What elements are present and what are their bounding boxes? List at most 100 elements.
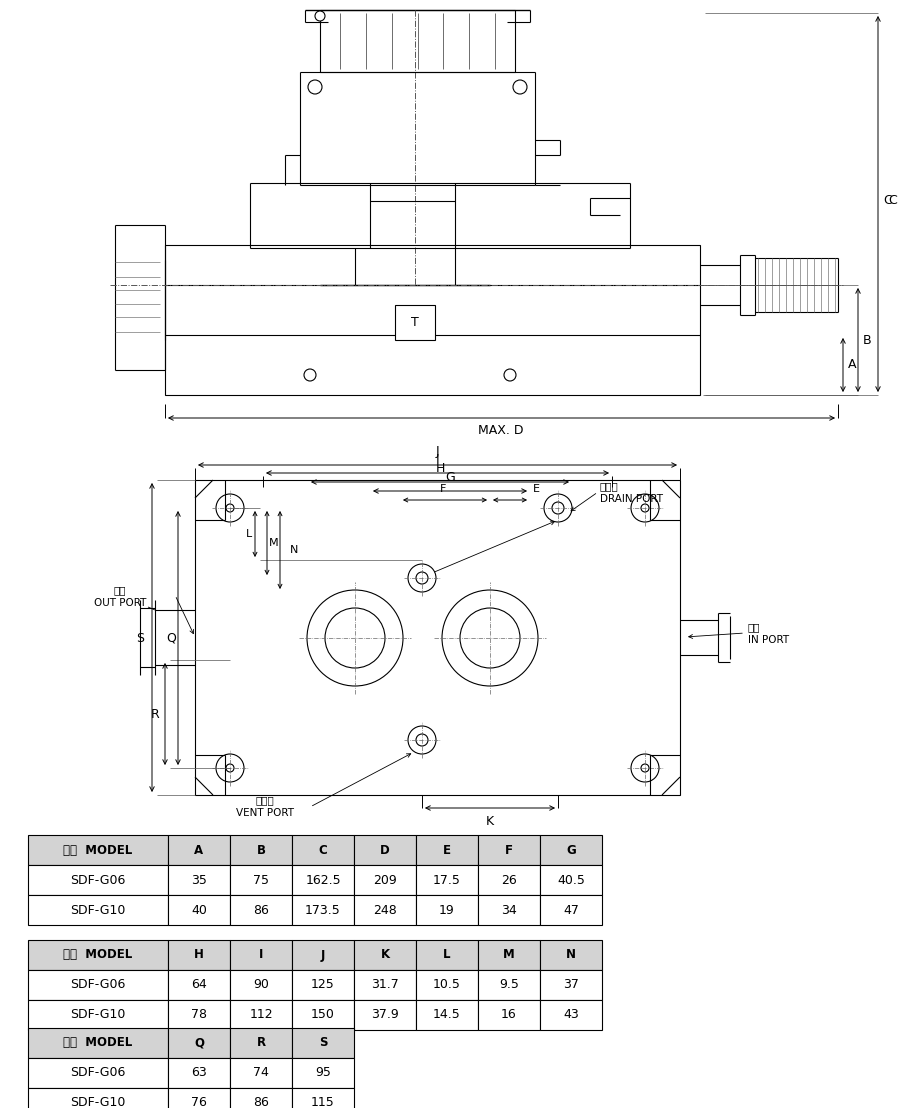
Circle shape — [416, 572, 428, 584]
Text: 37: 37 — [563, 978, 579, 992]
Text: Q: Q — [166, 632, 176, 645]
Bar — [540, 970, 602, 1001]
Bar — [28, 1058, 168, 1088]
Bar — [292, 865, 354, 895]
Text: E: E — [533, 484, 540, 494]
Text: R: R — [150, 708, 159, 720]
Text: SDF-G06: SDF-G06 — [70, 873, 126, 886]
Text: SDF-G06: SDF-G06 — [70, 1067, 126, 1079]
Bar — [230, 835, 292, 865]
Bar — [354, 895, 416, 925]
Bar — [168, 1088, 230, 1108]
Bar — [478, 970, 540, 1001]
Bar — [168, 895, 230, 925]
Text: 洩流孔: 洩流孔 — [600, 481, 619, 491]
Text: D: D — [380, 843, 390, 856]
Bar — [478, 1001, 540, 1030]
Text: 74: 74 — [253, 1067, 269, 1079]
Bar — [292, 1058, 354, 1088]
Bar — [168, 1058, 230, 1088]
Text: 19: 19 — [439, 903, 455, 916]
Text: DRAIN PORT: DRAIN PORT — [600, 494, 663, 504]
Circle shape — [226, 504, 234, 512]
Bar — [230, 895, 292, 925]
Text: SDF-G10: SDF-G10 — [70, 903, 126, 916]
Bar — [230, 1058, 292, 1088]
Bar — [292, 1028, 354, 1058]
Circle shape — [216, 755, 244, 782]
Text: 14.5: 14.5 — [433, 1008, 461, 1022]
Text: 162.5: 162.5 — [305, 873, 341, 886]
Text: 9.5: 9.5 — [499, 978, 519, 992]
Bar — [354, 1001, 416, 1030]
Circle shape — [226, 765, 234, 772]
Bar — [28, 865, 168, 895]
Bar — [168, 835, 230, 865]
Bar — [28, 1001, 168, 1030]
Circle shape — [513, 80, 527, 94]
Circle shape — [552, 502, 564, 514]
Text: 64: 64 — [191, 978, 207, 992]
Bar — [292, 835, 354, 865]
Text: A: A — [848, 359, 857, 371]
Circle shape — [307, 589, 403, 686]
Bar — [195, 480, 680, 796]
Bar — [540, 940, 602, 970]
Text: 90: 90 — [253, 978, 269, 992]
Text: N: N — [290, 545, 298, 555]
Bar — [28, 970, 168, 1001]
Bar — [292, 970, 354, 1001]
Circle shape — [641, 765, 649, 772]
Bar — [416, 940, 478, 970]
Bar — [540, 865, 602, 895]
Bar — [354, 970, 416, 1001]
Text: VENT PORT: VENT PORT — [236, 808, 294, 818]
Text: 112: 112 — [249, 1008, 273, 1022]
Text: G: G — [566, 843, 576, 856]
Bar — [28, 1088, 168, 1108]
Text: 75: 75 — [253, 873, 269, 886]
Bar — [230, 1001, 292, 1030]
Circle shape — [460, 608, 520, 668]
Text: K: K — [381, 948, 390, 962]
Text: J: J — [436, 445, 439, 458]
Text: 17.5: 17.5 — [433, 873, 461, 886]
Bar — [478, 835, 540, 865]
Bar — [230, 1088, 292, 1108]
Text: K: K — [486, 815, 494, 828]
Bar — [416, 835, 478, 865]
Circle shape — [308, 80, 322, 94]
Text: 63: 63 — [191, 1067, 207, 1079]
Circle shape — [544, 494, 572, 522]
Text: 43: 43 — [563, 1008, 579, 1022]
Circle shape — [304, 369, 316, 381]
Text: R: R — [257, 1036, 266, 1049]
Text: H: H — [194, 948, 204, 962]
Bar — [354, 940, 416, 970]
Text: SDF-G06: SDF-G06 — [70, 978, 126, 992]
Bar — [478, 940, 540, 970]
Text: L: L — [444, 948, 451, 962]
Bar — [478, 895, 540, 925]
Bar — [292, 895, 354, 925]
Text: 26: 26 — [501, 873, 517, 886]
Text: C: C — [888, 194, 897, 206]
Text: J: J — [321, 948, 325, 962]
Text: MAX. D: MAX. D — [479, 423, 524, 437]
Text: L: L — [246, 529, 252, 538]
Bar — [168, 940, 230, 970]
Text: OUT PORT: OUT PORT — [93, 598, 146, 608]
Text: 173.5: 173.5 — [305, 903, 341, 916]
Circle shape — [325, 608, 385, 668]
Text: C: C — [884, 194, 893, 206]
Text: E: E — [443, 843, 451, 856]
Text: S: S — [319, 1036, 327, 1049]
Text: 31.7: 31.7 — [371, 978, 399, 992]
Bar — [230, 970, 292, 1001]
Text: 出口: 出口 — [114, 585, 127, 595]
Bar — [416, 970, 478, 1001]
Text: 入口: 入口 — [748, 622, 761, 632]
Text: 78: 78 — [191, 1008, 207, 1022]
Circle shape — [504, 369, 516, 381]
Bar — [292, 1088, 354, 1108]
